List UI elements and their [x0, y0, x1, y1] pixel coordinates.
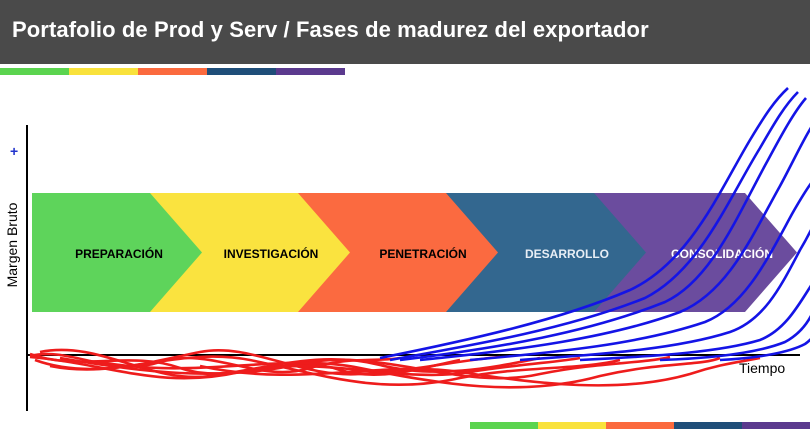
red-curve — [199, 356, 761, 387]
red-curve — [49, 355, 621, 387]
phase-arrow-desarrollo — [446, 193, 649, 312]
color-stripe-top-2 — [69, 68, 138, 75]
blue-curve — [519, 229, 810, 362]
x-axis-label: Tiempo — [739, 360, 786, 376]
color-stripe-bottom-4 — [674, 422, 742, 429]
red-curve — [99, 356, 721, 389]
blue-curve — [659, 314, 810, 362]
phase-arrow-penetracion — [298, 193, 501, 312]
blue-curve — [399, 97, 807, 362]
phase-arrow-preparacion — [32, 193, 205, 312]
phase-arrow-investigacion — [150, 193, 353, 312]
phase-label-consolidacion: CONSOLIDACIÓN — [671, 246, 773, 261]
phase-label-preparacion: PREPARACIÓN — [75, 246, 163, 261]
color-stripe-top-3 — [138, 68, 207, 75]
color-stripe-bottom-2 — [538, 422, 606, 429]
color-stripe-top-4 — [207, 68, 276, 75]
blue-curve — [469, 182, 810, 362]
blue-curve — [579, 284, 810, 362]
page-title: Portafolio de Prod y Serv / Fases de mad… — [12, 17, 649, 42]
phase-label-desarrollo: DESARROLLO — [525, 247, 609, 261]
blue-curve — [419, 126, 810, 362]
header-bar: Portafolio de Prod y Serv / Fases de mad… — [0, 0, 810, 64]
color-stripe-bottom-5 — [742, 422, 810, 429]
color-stripe-top-1 — [0, 68, 69, 75]
phase-label-investigacion: INVESTIGACIÓN — [224, 246, 319, 261]
axis-plus-sign: + — [10, 143, 19, 159]
color-stripe-bottom-3 — [606, 422, 674, 429]
blue-curve — [379, 87, 789, 360]
growth-curves — [379, 87, 810, 362]
red-curve — [29, 355, 581, 380]
phase-label-penetracion: PENETRACIÓN — [379, 246, 466, 261]
color-stripe-top-5 — [276, 68, 345, 75]
red-curve — [59, 355, 671, 380]
color-stripe-bottom-1 — [470, 422, 538, 429]
blue-curve — [389, 91, 799, 362]
early-stage-curves — [29, 348, 761, 389]
y-axis-label: Margen Bruto — [4, 202, 20, 288]
